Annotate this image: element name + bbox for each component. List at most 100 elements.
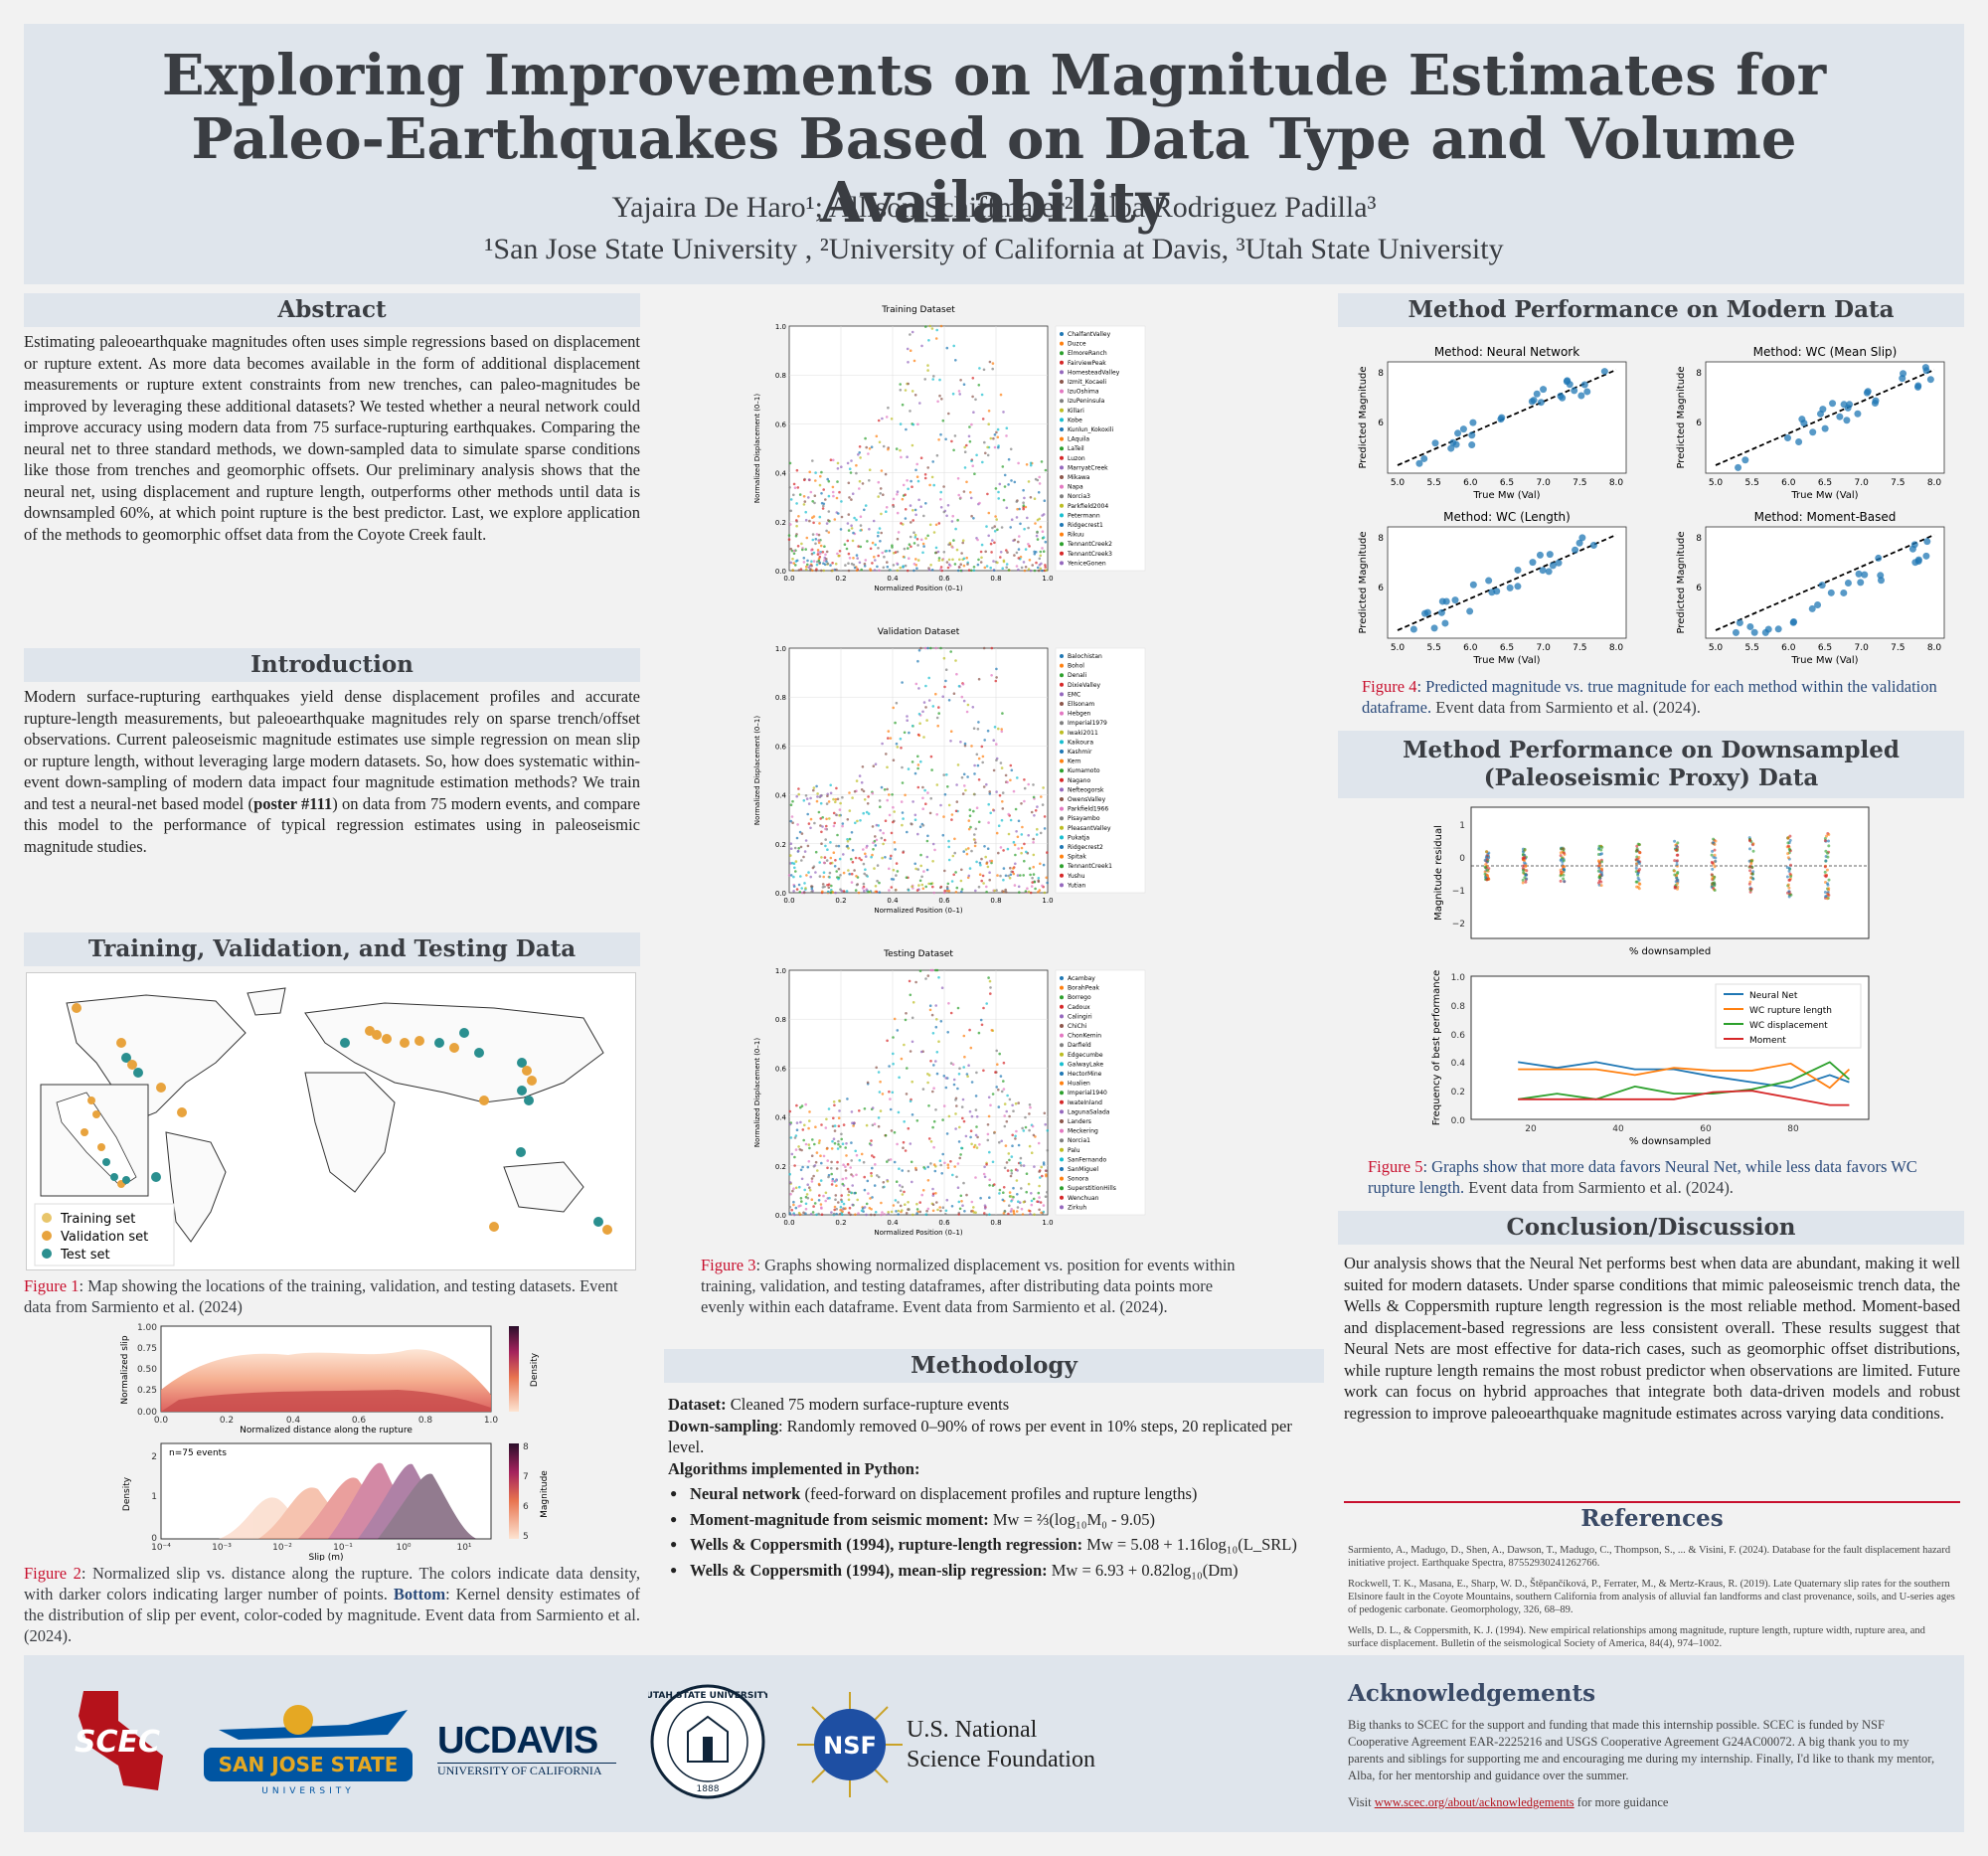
fig3-legend-marker: [1060, 883, 1064, 888]
fig3-legend-item: Norcia3: [1068, 493, 1090, 500]
residual-point: [1597, 875, 1601, 879]
fig4-panel-title: Method: WC (Length): [1443, 510, 1571, 524]
residual-point: [1560, 872, 1564, 875]
fig4-ytick: 6: [1378, 419, 1384, 428]
algorithm-desc: Mw = 5.08 + 1.16log₁₀(L_SRL): [1082, 1535, 1297, 1554]
fig3-xtick: 0.4: [887, 1219, 899, 1227]
south-america-shape: [165, 1131, 227, 1243]
freq-xlabel: % downsampled: [1629, 1136, 1711, 1147]
fig3-legend-marker: [1060, 1186, 1064, 1191]
methodology-downsampling: Down-sampling: Randomly removed 0–90% of…: [668, 1416, 1320, 1458]
residual-point: [1711, 882, 1715, 886]
residual-point: [1563, 851, 1566, 855]
fig3-ytick: 0.2: [775, 519, 786, 527]
fig4-xtick: 6.5: [1818, 478, 1832, 488]
world-map: Training set Validation set Test set: [26, 972, 636, 1270]
fig3-ytick: 0.0: [775, 890, 786, 898]
intro-text-b: ) on data from 75 modern events, and com…: [24, 793, 640, 856]
residual-point: [1827, 887, 1831, 891]
fig3-legend-marker: [1060, 551, 1064, 556]
dataset-label: Dataset:: [668, 1395, 727, 1414]
residual-point: [1788, 872, 1792, 876]
fig3-legend-item: Hualien: [1068, 1081, 1090, 1088]
fig3-legend-item: Hebgen: [1068, 711, 1091, 718]
fig3-legend-marker: [1060, 523, 1064, 527]
residual-point: [1523, 847, 1527, 851]
residual-point: [1711, 849, 1715, 853]
freq-xtick: 60: [1700, 1124, 1712, 1134]
freq-legend-item: Moment: [1749, 1036, 1786, 1046]
fig3-legend-marker: [1060, 692, 1064, 697]
series-line: [1518, 1061, 1850, 1100]
kde-top-cbar-label: Density: [530, 1352, 540, 1387]
residual-point: [1634, 866, 1638, 870]
fig3-legend-marker: [1060, 1157, 1064, 1162]
kde-top-xtick: 0.6: [352, 1416, 367, 1426]
fig5-label: Figure 5: [1368, 1157, 1423, 1176]
fig5-text-b: Event data from Sarmiento et al. (2024).: [1464, 1178, 1734, 1197]
fig3-legend-marker: [1060, 1062, 1064, 1067]
freq-legend-item: WC rupture length: [1749, 1006, 1832, 1016]
freq-ytick: 0.0: [1451, 1116, 1466, 1126]
fig4-xtick: 8.0: [1927, 478, 1942, 488]
fig3-legend: Acambay BorahPeak Borrego Cadoux Calingiri Ch…: [1055, 969, 1146, 1216]
residual-point: [1675, 876, 1679, 880]
residual-point: [1824, 859, 1828, 863]
fig4-xtick: 5.5: [1427, 643, 1441, 653]
freq-xtick: 80: [1787, 1124, 1799, 1134]
fig4-xtick: 6.0: [1463, 478, 1478, 488]
methodology-heading: Methodology: [664, 1349, 1324, 1383]
fig3-legend-item: Cadoux: [1068, 1004, 1090, 1011]
kde-top-xtick: 0.8: [418, 1416, 433, 1426]
fig3-legend-marker: [1060, 561, 1064, 566]
residual-point: [1561, 865, 1565, 868]
residual-point: [1710, 860, 1714, 864]
fig3-legend-item: Imperial1940: [1068, 1090, 1107, 1097]
fig3-legend-item: Luzon: [1068, 455, 1085, 462]
references-list: Sarmiento, A., Madugo, D., Shen, A., Daw…: [1348, 1544, 1956, 1650]
residual-point: [1483, 872, 1487, 876]
figure-3-panels: Training Dataset 1.0 0.8 0.6 0.4 0.2 0.0 0.0 0.2…: [736, 298, 1153, 1239]
residual-point: [1637, 843, 1641, 847]
fig3-xtick: 0.6: [938, 575, 950, 583]
reference-item: Wells, D. L., & Coppersmith, K. J. (1994…: [1348, 1625, 1925, 1649]
fig3-legend-marker: [1060, 332, 1064, 336]
kde-top-xtick: 0.2: [220, 1416, 234, 1426]
fig3-legend-marker: [1060, 825, 1064, 830]
fig3-legend-item: Acambay: [1068, 975, 1095, 982]
fig4-xtick: 6.5: [1818, 643, 1832, 653]
residual-point: [1673, 869, 1677, 873]
kde-bottom-xtick: 10⁻¹: [333, 1543, 353, 1553]
kde-bottom-ytick: 0: [151, 1534, 157, 1544]
fig3-legend-item: HectorMine: [1068, 1071, 1102, 1078]
kde-top-xtick: 1.0: [484, 1416, 499, 1426]
greenland-shape: [247, 987, 286, 1016]
freq-legend-item: WC displacement: [1749, 1021, 1828, 1031]
fig4-panel: Method: Neural Network 5.0 5.5 6.0 6.5 7.0 7.5…: [1358, 345, 1627, 501]
fig3-legend-item: IzuPeninsula: [1068, 398, 1105, 405]
fig3-legend-item: Bohol: [1068, 663, 1084, 670]
residual-point: [1786, 856, 1790, 860]
residual-point: [1675, 853, 1679, 857]
residual-point: [1559, 851, 1563, 855]
residual-point: [1560, 847, 1563, 851]
acknowledgements-link[interactable]: www.scec.org/about/acknowledgements: [1374, 1795, 1574, 1809]
fig3-legend-item: Kobe: [1068, 417, 1082, 423]
fig5-text-a: : Graphs show that more data favors Neur…: [1368, 1157, 1917, 1197]
fig4-xtick: 6.0: [1781, 478, 1796, 488]
residual-point: [1597, 844, 1601, 848]
fig3-legend-item: MarryatCreek: [1068, 464, 1108, 471]
fig3-legend-item: ChiChi: [1068, 1023, 1087, 1030]
introduction-heading: Introduction: [24, 648, 640, 682]
residual-point: [1714, 839, 1718, 843]
fig3-legend-marker: [1060, 513, 1064, 518]
residual-point: [1637, 856, 1641, 859]
fig4-panel-title: Method: Moment-Based: [1754, 510, 1897, 524]
freq-ytick: 1.0: [1451, 973, 1466, 983]
residual-point: [1711, 867, 1715, 871]
fig3-legend-marker: [1060, 721, 1064, 726]
fig3-ytick: 1.0: [775, 645, 786, 653]
footer-band: [24, 1655, 1964, 1832]
residual-point: [1559, 874, 1563, 878]
fig4-xtick: 6.0: [1463, 643, 1478, 653]
